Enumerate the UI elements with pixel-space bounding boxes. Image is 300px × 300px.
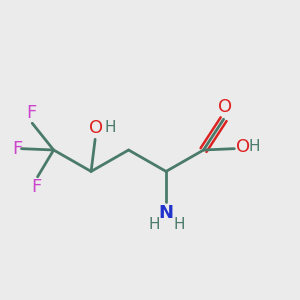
Text: H: H — [104, 120, 116, 135]
Text: N: N — [159, 204, 174, 222]
Text: H: H — [148, 217, 160, 232]
Text: F: F — [31, 178, 41, 196]
Text: O: O — [236, 138, 250, 156]
Text: O: O — [88, 119, 103, 137]
Text: F: F — [12, 140, 22, 158]
Text: F: F — [26, 104, 36, 122]
Text: O: O — [218, 98, 232, 116]
Text: H: H — [173, 217, 185, 232]
Text: H: H — [248, 139, 260, 154]
